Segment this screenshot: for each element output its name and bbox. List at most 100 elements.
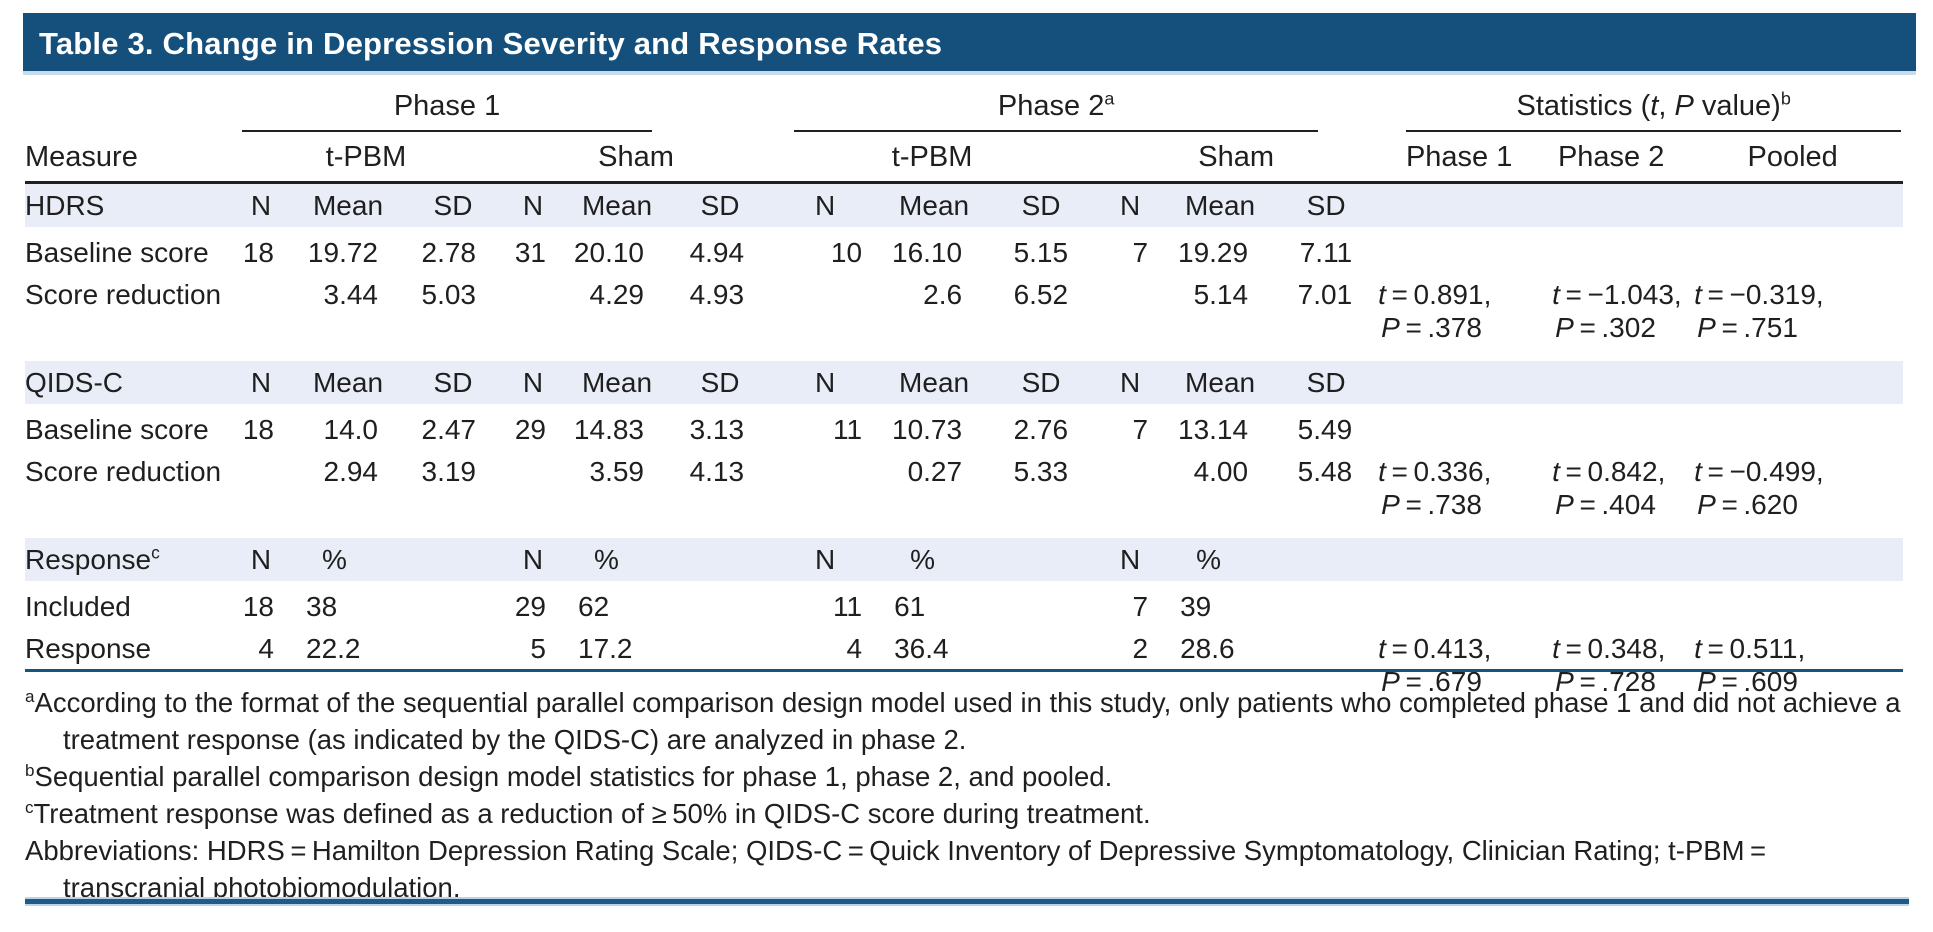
band-empty-cell [1378,361,1541,404]
stat-cell: t = −0.319, P = .751 [1682,269,1903,354]
data-cell: 13.14 [1178,414,1249,445]
band-column-header: SD [1274,361,1379,404]
band-column-header: N [230,182,292,227]
band-column-header [988,538,1095,581]
group-header-phase1: Phase 1 [242,90,653,132]
data-cell: 2.94 [323,456,379,487]
stat-cell: t = 0.842, P = .404 [1540,446,1682,531]
data-cell: 11 [833,414,863,445]
data-cell: 29 [514,414,546,445]
group-header-spacer [25,88,230,132]
stat-cell [1682,404,1903,446]
footnote-marker: b [25,760,35,780]
data-cell: 4.13 [689,456,745,487]
data-cell: 7 [1132,591,1149,622]
data-cell [404,581,502,623]
data-cell: 38 [306,591,338,622]
stat-cell [1378,404,1540,446]
data-cell: 5.14 [1193,279,1249,310]
band-column-header: Mean [564,182,670,227]
data-cell: 18 [242,414,274,445]
band-column-header [1274,538,1379,581]
data-cell: 2.47 [421,414,477,445]
band-column-header: SD [670,361,771,404]
footnote-marker: c [25,797,34,817]
footnote-marker: a [25,686,35,706]
data-cell: 4.94 [689,237,745,268]
stat-cell [1682,227,1903,269]
data-cell: 4 [258,633,274,664]
table-row: Score reduction 3.44 5.03 4.29 4.93 2.6 6.52 5.… [25,269,1903,354]
data-cell: 6.52 [1013,279,1069,310]
band-column-header: Mean [1166,361,1275,404]
band-column-header: SD [988,361,1095,404]
footnote: cTreatment response was defined as a red… [25,797,1151,829]
band-column-header: N [770,182,881,227]
stat-cell: t = 0.891, P = .378 [1378,269,1540,354]
data-cell: 11 [833,591,863,622]
data-cell [502,446,564,531]
band-column-header [404,538,502,581]
results-table: Phase 1 Phase 2 a Statistics (t, P value)… [25,88,1904,709]
data-cell: 7 [1132,237,1149,268]
band-column-header: Mean [880,361,989,404]
column-header-p2-tpbm: t-PBM [770,132,1095,184]
data-cell [230,269,292,354]
data-cell [502,269,564,354]
footnote: bSequential parallel comparison design m… [25,760,1113,792]
table-row: Baseline score 18 19.72 2.78 31 20.10 4.94 10 16… [25,227,1903,269]
data-cell: 7.11 [1299,237,1353,268]
stat-p-value: P = .378 [1381,312,1482,343]
band-column-header: N [1094,182,1167,227]
stat-p-value: P = .751 [1697,312,1798,343]
data-cell: 3.19 [421,456,477,487]
data-cell: 5 [530,633,546,664]
footnote: Abbreviations: HDRS = Hamilton Depressio… [25,835,1772,903]
table-row: Included 18 38 29 62 11 61 7 39 [25,581,1903,623]
stat-t-value: t = −0.319, [1694,279,1824,310]
column-header-measure: Measure [25,132,230,184]
data-cell: 19.29 [1178,237,1249,268]
data-cell: 4 [846,633,863,664]
stat-cell: t = −0.499, P = .620 [1682,446,1903,531]
band-column-header: N [230,538,292,581]
data-cell: 17.2 [578,633,633,664]
data-cell: 2.6 [923,279,963,310]
data-cell: 31 [514,237,546,268]
stat-cell: t = −1.043, P = .302 [1540,269,1682,354]
data-cell: 10 [830,237,863,268]
data-cell: 14.0 [323,414,379,445]
band-column-header: SD [670,182,771,227]
band-column-header: Mean [292,182,404,227]
data-cell: 18 [242,237,274,268]
band-column-header: N [770,538,881,581]
stat-p-value: P = .404 [1555,489,1656,520]
group-header-statistics: Statistics (t, P value)b [1406,89,1902,132]
table-body: HDRS N Mean SD N Mean SD N Mean SD N Mean SD Baseline… [25,182,1904,709]
table-row: Baseline score 18 14.0 2.47 29 14.83 3.13 11 10.… [25,404,1903,446]
data-cell [770,269,880,354]
stat-t-value: t = 0.891, [1378,279,1492,310]
band-column-header: Mean [1166,182,1275,227]
band-column-header [670,538,771,581]
band-column-header: N [1094,538,1167,581]
table-title: Table 3. Change in Depression Severity a… [39,26,943,61]
band-empty-cell [1540,182,1683,227]
row-label: Baseline score [25,237,209,268]
band-column-header: N [502,182,564,227]
stat-t-value: t = −0.499, [1694,456,1824,487]
section-band-row: QIDS-C N Mean SD N Mean SD N Mean SD N Mean SD [25,361,1904,404]
band-column-header: SD [1274,182,1379,227]
sub-header-row: Measure t-PBM Sham t-PBM Sham Phase 1 Ph… [25,132,1904,184]
group-header-row: Phase 1 Phase 2a Statistics (t, P value)… [25,88,1903,132]
row-label: Baseline score [25,414,209,445]
data-cell: 62 [578,591,610,622]
column-header-p1-tpbm: t-PBM [230,132,502,184]
data-cell: 29 [514,591,546,622]
data-cell: 36.4 [894,633,949,664]
data-cell: 7 [1132,414,1149,445]
band-empty-cell [1378,182,1541,227]
column-header-stats-phase2: Phase 2 [1540,132,1683,184]
data-cell: 2.78 [421,237,477,268]
